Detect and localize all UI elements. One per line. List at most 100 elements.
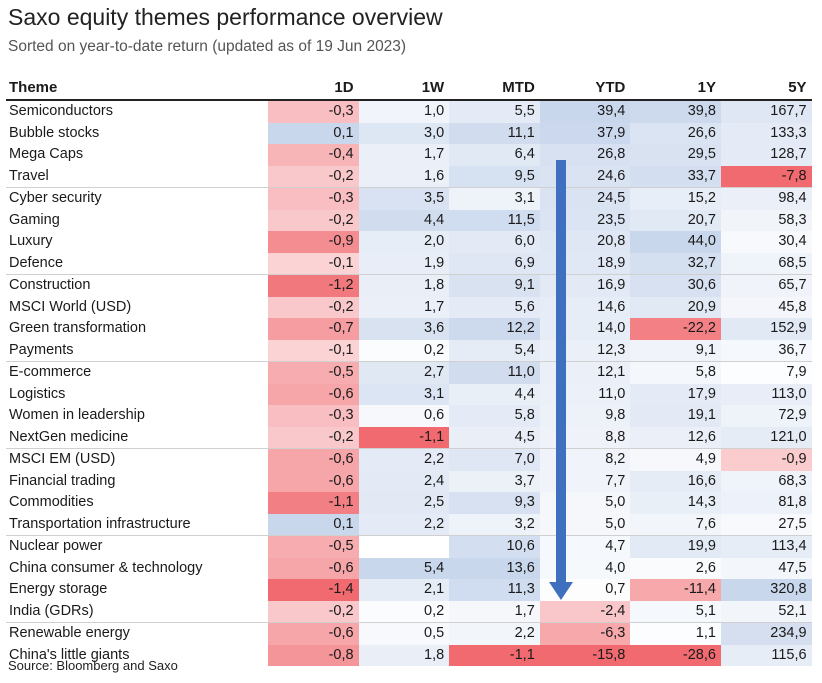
value-cell: -11,4 <box>630 579 721 601</box>
value-cell: 7,0 <box>449 449 540 471</box>
table-body: Semiconductors -0,3 1,0 5,5 39,4 39,8 167,7 Bub… <box>6 101 812 666</box>
value-cell: 1,0 <box>358 101 450 123</box>
table-row: India (GDRs) -0,2 0,2 1,7 -2,4 5,1 52,1 <box>6 600 812 622</box>
value-cell: 2,2 <box>358 513 450 535</box>
value-cell: 3,0 <box>358 122 450 144</box>
value-cell: 68,5 <box>720 252 812 274</box>
value-cell: 52,1 <box>720 600 812 622</box>
value-cell: -0,6 <box>268 623 359 645</box>
value-cell: 1,8 <box>358 275 450 297</box>
theme-label: China consumer & technology <box>9 559 203 576</box>
value-cell: 2,7 <box>358 362 450 384</box>
value-cell: 33,7 <box>630 165 721 187</box>
table-row: Payments -0,1 0,2 5,4 12,3 9,1 36,7 <box>6 339 812 361</box>
table-row: Energy storage -1,4 2,1 11,3 0,7 -11,4 320,8 <box>6 579 812 601</box>
value-cell: 4,5 <box>449 426 540 448</box>
value-cell: 133,3 <box>720 122 812 144</box>
value-cell: 113,0 <box>720 383 812 405</box>
table-row: Travel -0,2 1,6 9,5 24,6 33,7 -7,8 <box>6 165 812 187</box>
table-row: Mega Caps -0,4 1,7 6,4 26,8 29,5 128,7 <box>6 144 812 166</box>
value-cell: -0,7 <box>268 318 359 340</box>
value-cell: -0,4 <box>268 144 359 166</box>
value-cell: 0,2 <box>358 600 450 622</box>
value-cell: 15,2 <box>630 188 721 210</box>
value-cell: 11,0 <box>539 383 631 405</box>
value-cell: 20,9 <box>630 296 721 318</box>
theme-label: Nuclear power <box>9 538 103 554</box>
theme-label: Transportation infrastructure <box>9 515 191 532</box>
value-cell: 3,7 <box>449 470 540 492</box>
value-cell: 16,6 <box>630 470 721 492</box>
value-cell: 12,3 <box>539 339 631 361</box>
theme-label: Energy storage <box>9 581 108 597</box>
value-cell: 11,5 <box>449 209 540 231</box>
value-cell: 113,4 <box>720 536 812 558</box>
value-cell: 121,0 <box>720 426 812 448</box>
value-cell: -0,6 <box>268 470 359 492</box>
value-cell: 68,3 <box>720 470 812 492</box>
value-cell: 37,9 <box>539 122 631 144</box>
value-cell: -0,3 <box>268 101 359 123</box>
table-row: MSCI EM (USD) -0,6 2,2 7,0 8,2 4,9 -0,9 <box>6 448 812 471</box>
value-cell: -0,2 <box>268 165 359 187</box>
value-cell: 36,7 <box>720 339 812 361</box>
column-header: MTD <box>502 79 535 96</box>
table-row: Commodities -1,1 2,5 9,3 5,0 14,3 81,8 <box>6 492 812 514</box>
table-row: Renewable energy -0,6 0,5 2,2 -6,3 1,1 234,9 <box>6 622 812 645</box>
value-cell: 58,3 <box>720 209 812 231</box>
table-row: Gaming -0,2 4,4 11,5 23,5 20,7 58,3 <box>6 209 812 231</box>
value-cell: 5,0 <box>539 513 631 535</box>
value-cell: -0,9 <box>268 231 359 253</box>
value-cell: 16,9 <box>539 275 631 297</box>
value-cell: -15,8 <box>539 644 631 666</box>
value-cell: 1,8 <box>358 644 450 666</box>
value-cell: 39,4 <box>539 101 631 123</box>
theme-label: Gaming <box>9 211 60 228</box>
value-cell: -28,6 <box>630 644 721 666</box>
performance-table: Theme 1D 1W MTD YTD 1Y 5Y Semiconductors -0,3 1,… <box>6 77 812 666</box>
value-cell <box>359 536 450 558</box>
value-cell: -0,3 <box>268 188 359 210</box>
value-cell: 19,1 <box>630 405 721 427</box>
column-header: YTD <box>595 79 626 96</box>
value-cell: 2,6 <box>630 557 721 579</box>
theme-label: Payments <box>9 341 74 358</box>
table-row: Financial trading -0,6 2,4 3,7 7,7 16,6 68,3 <box>6 470 812 492</box>
table-row: China's little giants -0,8 1,8 -1,1 -15,8 -28… <box>6 644 812 666</box>
value-cell: 26,8 <box>539 144 631 166</box>
theme-label: Women in leadership <box>9 407 145 423</box>
value-cell: 128,7 <box>720 144 812 166</box>
column-header: 1W <box>421 79 445 96</box>
table-row: Transportation infrastructure 0,1 2,2 3,2 5,… <box>6 513 812 535</box>
value-cell: 6,4 <box>449 144 540 166</box>
value-cell: 32,7 <box>630 252 721 274</box>
theme-label: Green transformation <box>9 320 147 336</box>
value-cell: 0,5 <box>358 623 450 645</box>
value-cell: 12,6 <box>630 426 721 448</box>
theme-label: Renewable energy <box>9 625 130 641</box>
table-row: Semiconductors -0,3 1,0 5,5 39,4 39,8 167,7 <box>6 101 812 123</box>
column-header: Theme <box>9 79 58 96</box>
value-cell: 18,9 <box>539 252 631 274</box>
value-cell: -0,5 <box>268 536 359 558</box>
value-cell: 1,9 <box>358 252 450 274</box>
value-cell: -0,6 <box>268 383 359 405</box>
value-cell: -0,5 <box>268 362 359 384</box>
value-cell: -0,2 <box>268 209 359 231</box>
value-cell: 2,2 <box>358 449 450 471</box>
value-cell: -0,1 <box>268 252 359 274</box>
value-cell: 234,9 <box>720 623 812 645</box>
theme-label: Semiconductors <box>9 103 113 119</box>
value-cell: 1,7 <box>358 296 450 318</box>
value-cell: 0,1 <box>268 513 359 535</box>
value-cell: 44,0 <box>630 231 721 253</box>
value-cell: 27,5 <box>720 513 812 535</box>
value-cell: 3,1 <box>449 188 540 210</box>
value-cell: 47,5 <box>720 557 812 579</box>
theme-label: Construction <box>9 277 91 293</box>
value-cell: 2,4 <box>358 470 450 492</box>
value-cell: 26,6 <box>630 122 721 144</box>
value-cell: -0,9 <box>720 449 812 471</box>
value-cell: 5,4 <box>358 557 450 579</box>
value-cell: 115,6 <box>720 644 812 666</box>
